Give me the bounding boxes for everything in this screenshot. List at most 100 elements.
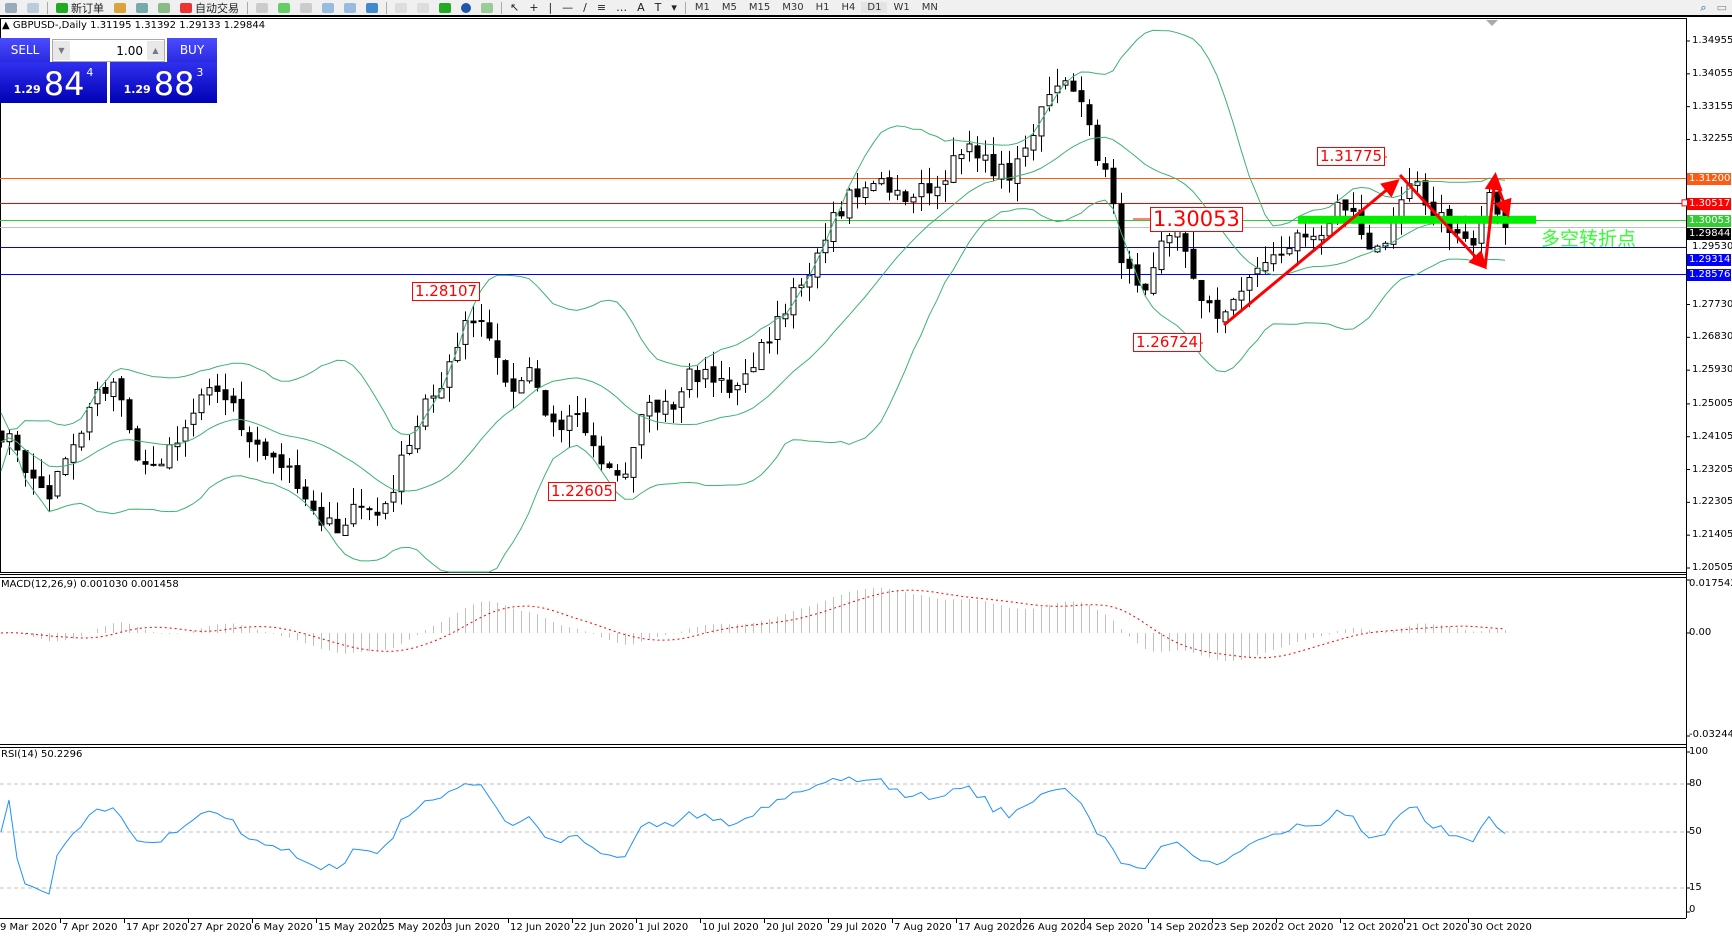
chart-title-text: GBPUSD-,Daily 1.31195 1.31392 1.29133 1.… <box>12 20 266 31</box>
level-price-tag: 1.30517 <box>1687 197 1731 210</box>
annotation-high-2[interactable]: 1.31775 <box>1317 147 1386 166</box>
timeframe-m30[interactable]: M30 <box>782 2 804 13</box>
line-chart-button[interactable] <box>295 0 317 15</box>
channel-button[interactable]: ≡ <box>596 1 607 14</box>
buy-price-pips: 88 <box>153 65 195 103</box>
chart-shift-icon <box>417 2 429 13</box>
candle-bull <box>158 463 165 467</box>
candle-bull <box>86 406 93 433</box>
macd-signal-line <box>0 589 1506 659</box>
trend-arrow <box>1493 177 1512 218</box>
timeframe-h4[interactable]: H4 <box>841 2 856 13</box>
candle-bear <box>766 341 773 344</box>
new-order-button[interactable]: 新订单 <box>51 0 109 15</box>
timeframe-m15[interactable]: M15 <box>748 2 771 13</box>
zoom-out-button[interactable] <box>339 0 361 15</box>
candle-bull <box>822 239 829 254</box>
date-tick-label: 4 Sep 2020 <box>1086 922 1144 933</box>
buy-price[interactable]: 1.29 88 3 <box>110 62 217 103</box>
candle-bear <box>1462 231 1469 239</box>
candle-bull <box>1310 235 1317 241</box>
pivot-text[interactable]: 多空转折点 <box>1541 228 1637 250</box>
trendline-button[interactable]: / <box>583 1 587 14</box>
timeframe-d1[interactable]: D1 <box>861 2 888 13</box>
timeframe-mn[interactable]: MN <box>921 2 938 13</box>
candle-bear <box>1086 104 1093 126</box>
indicators-button[interactable] <box>434 0 456 15</box>
candle-bear <box>502 360 509 383</box>
vertical-line-button[interactable]: | <box>548 1 553 14</box>
zoom-in-icon <box>322 2 334 13</box>
price-tick-label: 1.27730 <box>1692 298 1732 310</box>
candle-bull <box>646 401 653 417</box>
signals-button[interactable] <box>153 0 175 15</box>
tile-button[interactable] <box>361 0 383 15</box>
date-tick-label: 22 Jun 2020 <box>574 922 635 933</box>
arrows-button[interactable]: ▾ <box>671 1 677 14</box>
candle-bear <box>926 183 933 194</box>
candle-bull <box>1230 298 1237 311</box>
horizontal-line-button[interactable]: — <box>562 1 574 14</box>
fibonacci-button[interactable]: … <box>616 1 628 14</box>
candle-bull <box>1262 262 1269 272</box>
data-button[interactable] <box>131 0 153 15</box>
annotation-low-2[interactable]: 1.26724 <box>1133 333 1202 352</box>
annotation-pivot[interactable]: 1.30053 <box>1150 207 1243 232</box>
annotation-high-1[interactable]: 1.28107 <box>412 282 481 301</box>
price-tick-label: 1.22305 <box>1692 496 1732 508</box>
timeframe-m5[interactable]: M5 <box>721 2 737 13</box>
candle-bull <box>638 414 645 446</box>
candle-bull <box>1030 135 1037 151</box>
autoscroll-button[interactable] <box>390 0 412 15</box>
cursor-button[interactable]: ↖ <box>510 1 520 14</box>
candle-chart-button[interactable] <box>273 0 295 15</box>
chart-shift-button[interactable] <box>412 0 434 15</box>
annotation-low-1[interactable]: 1.22605 <box>548 482 617 501</box>
sell-price[interactable]: 1.29 84 4 <box>0 62 107 103</box>
candle-bull <box>454 346 461 362</box>
candle-bear <box>1198 280 1205 301</box>
candle-bear <box>1094 124 1101 162</box>
auto-trade-button[interactable]: 自动交易 <box>175 0 244 15</box>
buy-button[interactable]: BUY <box>167 38 217 63</box>
zoom-button[interactable] <box>22 0 44 15</box>
templates-button[interactable] <box>476 0 498 15</box>
periods-button[interactable] <box>456 0 476 15</box>
lot-input[interactable]: 1.00 <box>116 43 143 58</box>
chat-button[interactable]: ▭ <box>1716 1 1727 14</box>
timeframe-w1[interactable]: W1 <box>893 2 910 13</box>
candle-bull <box>1166 235 1173 244</box>
timeframe-h1[interactable]: H1 <box>815 2 830 13</box>
date-tick-label: 25 May 2020 <box>382 922 448 933</box>
auto-trade-label: 自动交易 <box>195 1 239 15</box>
candle-bull <box>78 432 85 448</box>
search-button[interactable]: ⌕ <box>1700 0 1707 14</box>
candle-bear <box>1102 163 1109 170</box>
candle-bear <box>1454 228 1461 234</box>
sell-button[interactable]: SELL <box>0 38 50 63</box>
buy-price-fraction: 3 <box>196 66 204 79</box>
candle-bull <box>686 368 693 391</box>
text-button[interactable]: A <box>637 1 645 14</box>
candle-bull <box>518 380 525 394</box>
candle-bull <box>758 342 765 371</box>
date-tick-label: 27 Apr 2020 <box>190 922 252 933</box>
candle-bear <box>1142 283 1149 291</box>
label-button[interactable]: T <box>654 1 662 14</box>
main-pane-frame <box>0 18 1687 573</box>
crosshair-button[interactable]: + <box>529 1 539 14</box>
new-chart-button[interactable] <box>0 0 22 15</box>
zoom-in-button[interactable] <box>317 0 339 15</box>
candle-bear <box>1134 264 1141 286</box>
bar-chart-button[interactable] <box>251 0 273 15</box>
candle-bear <box>1078 90 1085 103</box>
macd-zero-label: 0.00 <box>1689 627 1712 638</box>
candle-bear <box>22 450 29 474</box>
timeframe-m1[interactable]: M1 <box>694 2 710 13</box>
collapse-icon[interactable]: ▲ <box>2 20 13 31</box>
lot-decrease-button[interactable]: ▼ <box>53 41 70 60</box>
lot-increase-button[interactable]: ▲ <box>147 41 164 60</box>
date-tick-label: 15 May 2020 <box>318 922 384 933</box>
metaeditor-button[interactable] <box>109 0 131 15</box>
